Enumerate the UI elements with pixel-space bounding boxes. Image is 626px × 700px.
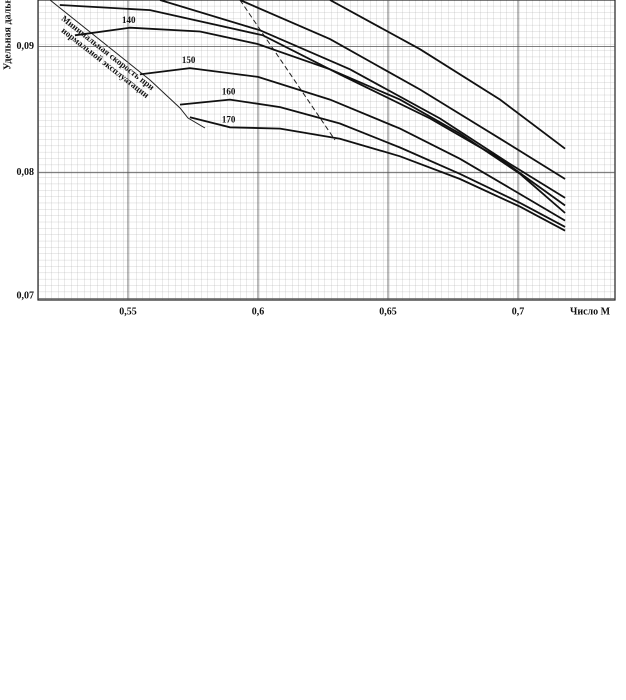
x-tick-label: 0,55 [119,306,137,317]
x-tick-label: 0,65 [379,306,397,317]
x-tick-label: 0,6 [252,306,265,317]
curve-label: 170 [222,114,236,124]
y-axis-label: Удельная дальнос [2,0,13,70]
curve [159,0,566,199]
curve [239,0,566,180]
limit-bracket [49,0,206,129]
x-tick-label: 0,7 [512,306,525,317]
curve [189,116,566,232]
curve-label: 160 [222,87,236,97]
curve-label: 150 [182,55,196,65]
graph-paper [38,0,615,300]
curve [329,0,566,150]
limit-line [239,0,336,141]
y-tick-label: 0,07 [17,290,35,301]
x-axis-label: Число М [570,306,611,317]
curve-label: 140 [122,15,136,25]
y-tick-label: 0,09 [17,41,35,52]
y-tick-label: 0,08 [17,167,35,178]
plot-frame [37,0,616,301]
curve [139,67,566,222]
curve [179,98,566,228]
curve [74,26,566,214]
